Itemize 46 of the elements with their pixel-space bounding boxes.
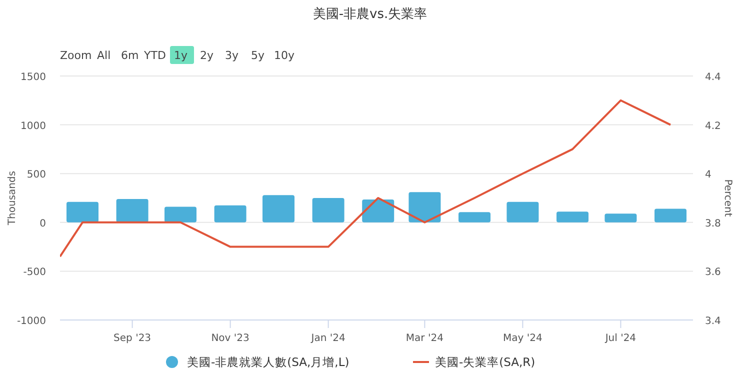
x-tick-label: Sep '23 xyxy=(114,333,152,344)
y2-tick-label: 3.4 xyxy=(705,316,721,327)
bar xyxy=(362,199,394,222)
y-tick-label: 500 xyxy=(26,170,46,181)
text: 6m xyxy=(121,49,139,62)
y-tick-label: -500 xyxy=(23,267,46,278)
text: 3y xyxy=(225,49,239,62)
text: 1y xyxy=(174,49,188,62)
text: 2y xyxy=(200,49,214,62)
text: Zoom xyxy=(60,49,92,62)
y2-tick-label: 4.4 xyxy=(705,72,721,83)
x-tick-label: Mar '24 xyxy=(406,333,444,344)
y-tick-label: 1000 xyxy=(20,120,46,132)
bar xyxy=(116,198,148,222)
y2-tick-label: 4 xyxy=(705,170,712,181)
text: All xyxy=(97,49,111,62)
bar xyxy=(458,212,491,222)
bar xyxy=(654,208,687,222)
x-tick-label: May '24 xyxy=(503,333,542,344)
legend-label: 美國-非農就業人數(SA,月增,L) xyxy=(187,355,350,369)
x-tick-label: Jan '24 xyxy=(310,333,346,344)
bar xyxy=(262,195,294,222)
bar xyxy=(408,192,441,222)
y-axis-title: Thousands xyxy=(7,170,18,226)
bar xyxy=(506,202,539,222)
text: YTD xyxy=(143,49,166,62)
text: 5y xyxy=(251,49,265,62)
y-tick-label: 1500 xyxy=(20,72,46,83)
bar xyxy=(214,205,246,222)
legend-label: 美國-失業率(SA,R) xyxy=(435,355,536,369)
y2-axis-title: Percent xyxy=(722,179,733,217)
y2-tick-label: 3.8 xyxy=(705,218,721,230)
y-tick-label: 0 xyxy=(40,218,46,230)
bar xyxy=(604,214,637,222)
y2-tick-label: 4.2 xyxy=(705,120,721,132)
bar xyxy=(66,202,98,222)
chart-title: 美國-非農vs.失業率 xyxy=(312,6,428,22)
y-tick-label: -1000 xyxy=(16,316,46,327)
bar xyxy=(312,198,344,222)
bar xyxy=(556,212,589,222)
x-tick-label: Nov '23 xyxy=(211,333,250,344)
y2-tick-label: 3.6 xyxy=(705,267,721,278)
x-tick-label: Jul '24 xyxy=(604,333,636,344)
text: 10y xyxy=(274,49,295,62)
bar xyxy=(164,206,196,222)
line-series xyxy=(60,99,672,258)
